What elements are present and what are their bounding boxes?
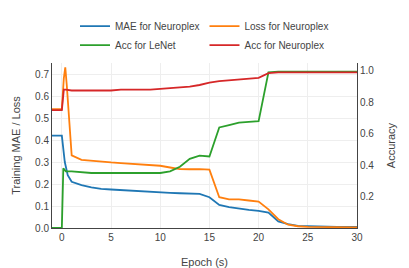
svg-text:Acc for Neuroplex: Acc for Neuroplex xyxy=(244,40,323,51)
svg-text:Acc for LeNet: Acc for LeNet xyxy=(115,40,176,51)
svg-text:30: 30 xyxy=(351,232,363,243)
svg-text:0.4: 0.4 xyxy=(35,135,49,146)
svg-text:0.2: 0.2 xyxy=(35,179,49,190)
svg-text:0.6: 0.6 xyxy=(360,128,374,139)
svg-text:0.3: 0.3 xyxy=(35,157,49,168)
svg-text:Loss for Neuroplex: Loss for Neuroplex xyxy=(244,21,328,32)
svg-text:10: 10 xyxy=(155,232,167,243)
svg-text:Epoch (s): Epoch (s) xyxy=(181,256,228,268)
svg-text:1.0: 1.0 xyxy=(360,65,374,76)
svg-text:0.2: 0.2 xyxy=(360,191,374,202)
svg-text:0.0: 0.0 xyxy=(35,223,49,234)
svg-text:0.7: 0.7 xyxy=(35,69,49,80)
svg-text:15: 15 xyxy=(204,232,216,243)
svg-text:20: 20 xyxy=(253,232,265,243)
svg-text:0.5: 0.5 xyxy=(35,113,49,124)
svg-text:MAE for Neuroplex: MAE for Neuroplex xyxy=(115,21,199,32)
svg-text:0.1: 0.1 xyxy=(35,201,49,212)
svg-text:0.4: 0.4 xyxy=(360,160,374,171)
svg-text:5: 5 xyxy=(108,232,114,243)
svg-text:0: 0 xyxy=(59,232,65,243)
svg-text:0.8: 0.8 xyxy=(360,97,374,108)
svg-text:0.6: 0.6 xyxy=(35,91,49,102)
svg-text:Accuracy: Accuracy xyxy=(385,122,397,168)
svg-text:Training MAE / Loss: Training MAE / Loss xyxy=(10,96,22,195)
svg-text:25: 25 xyxy=(302,232,314,243)
